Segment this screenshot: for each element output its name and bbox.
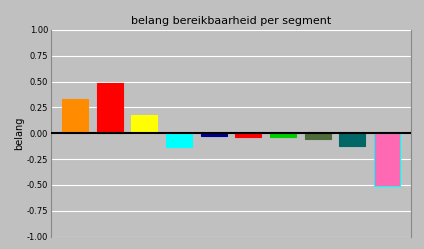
Bar: [374, 133, 400, 186]
Bar: [166, 133, 192, 147]
Y-axis label: belang: belang: [14, 117, 24, 150]
Bar: [62, 99, 88, 133]
Bar: [131, 115, 157, 133]
Title: belang bereikbaarheid per segment: belang bereikbaarheid per segment: [131, 16, 331, 26]
Bar: [235, 133, 262, 137]
Bar: [339, 133, 365, 146]
Bar: [270, 133, 296, 137]
Bar: [201, 133, 227, 136]
Bar: [97, 83, 123, 133]
Bar: [305, 133, 331, 139]
